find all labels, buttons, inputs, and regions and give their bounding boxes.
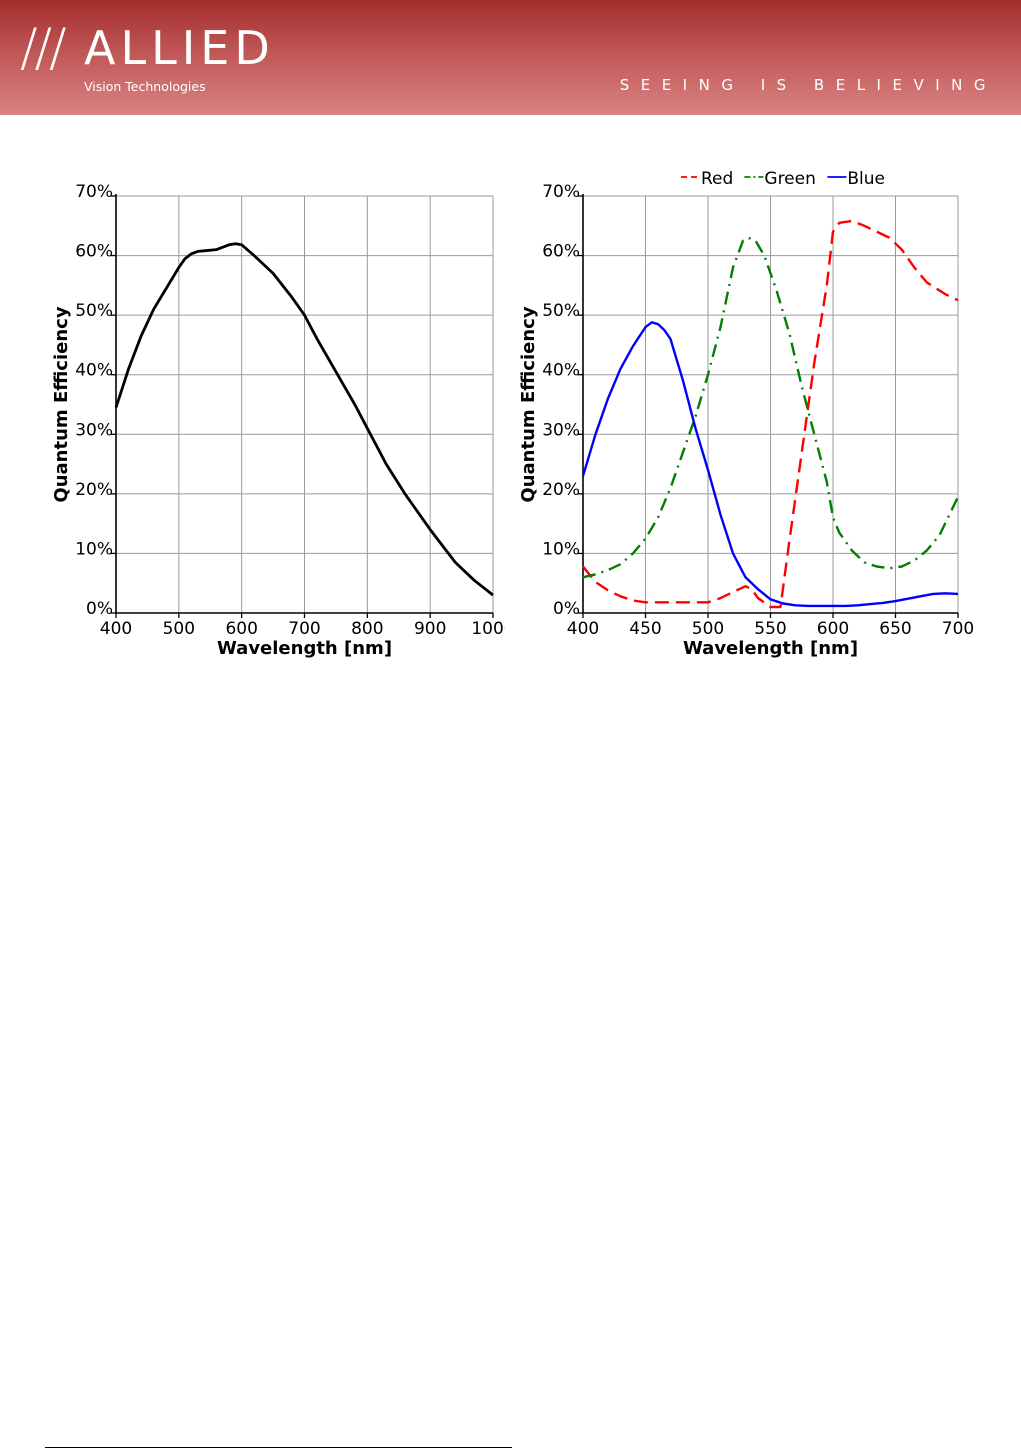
x-tick-label: 800 [351,619,383,639]
x-tick-label: 600 [817,619,849,639]
y-tick-label: 20% [75,480,113,500]
y-tick-label: 30% [75,420,113,440]
y-axis-label: Quantum Efficiency [518,306,539,502]
x-axis-label: Wavelength [nm] [683,638,858,659]
x-tick-label: 500 [163,619,195,639]
y-tick-label: 10% [542,539,580,559]
slogan: SEEING IS BELIEVING [619,76,997,94]
y-tick-label: 40% [542,361,580,381]
x-tick-label: 650 [879,619,911,639]
x-tick-label: 550 [754,619,786,639]
y-tick-label: 30% [542,420,580,440]
y-tick-label: 70% [75,182,113,202]
y-tick-label: 50% [75,301,113,321]
x-tick-label: 700 [942,619,974,639]
series-line [114,242,494,597]
y-tick-label: 50% [542,301,580,321]
logo-name: ALLIED [84,21,275,75]
x-tick-label: 600 [225,619,257,639]
y-axis-label: Quantum Efficiency [51,306,72,502]
series-line-green [582,236,960,579]
series-line-red [582,219,959,609]
legend-label-blue: Blue [847,169,885,189]
x-tick-label: 400 [100,619,132,639]
x-tick-label: 500 [692,619,724,639]
logo-subtitle: Vision Technologies [84,79,206,94]
series-line-blue [581,321,959,608]
y-tick-label: 70% [542,182,580,202]
color-qe-chart: 0% 10% 20% 30% 40% 50% 60% 70% 400 450 500 550 600 65… [518,169,974,659]
y-tick-label: 20% [542,480,580,500]
mono-qe-chart: 0% 10% 20% 30% 40% 50% 60% 70% 400 500 600 700 800 90… [51,182,505,659]
x-tick-label: 450 [629,619,661,639]
logo-slashes: /// [20,18,67,78]
x-tick-label: 700 [288,619,320,639]
legend-label-red: Red [701,169,733,189]
legend-label-green: Green [764,169,815,189]
y-tick-label: 10% [75,539,113,559]
y-tick-label: 60% [75,242,113,262]
x-axis-label: Wavelength [nm] [217,638,392,659]
y-tick-label: 60% [542,242,580,262]
footnote-rule [45,1447,512,1448]
y-tick-label: 40% [75,361,113,381]
y-tick-label: 0% [553,599,580,619]
y-tick-label: 0% [86,599,113,619]
x-tick-label: 1000 [471,619,505,639]
x-tick-label: 900 [414,619,446,639]
x-tick-label: 400 [567,619,599,639]
page-header: /// ALLIED Vision Technologies SEEING IS… [0,0,1021,115]
